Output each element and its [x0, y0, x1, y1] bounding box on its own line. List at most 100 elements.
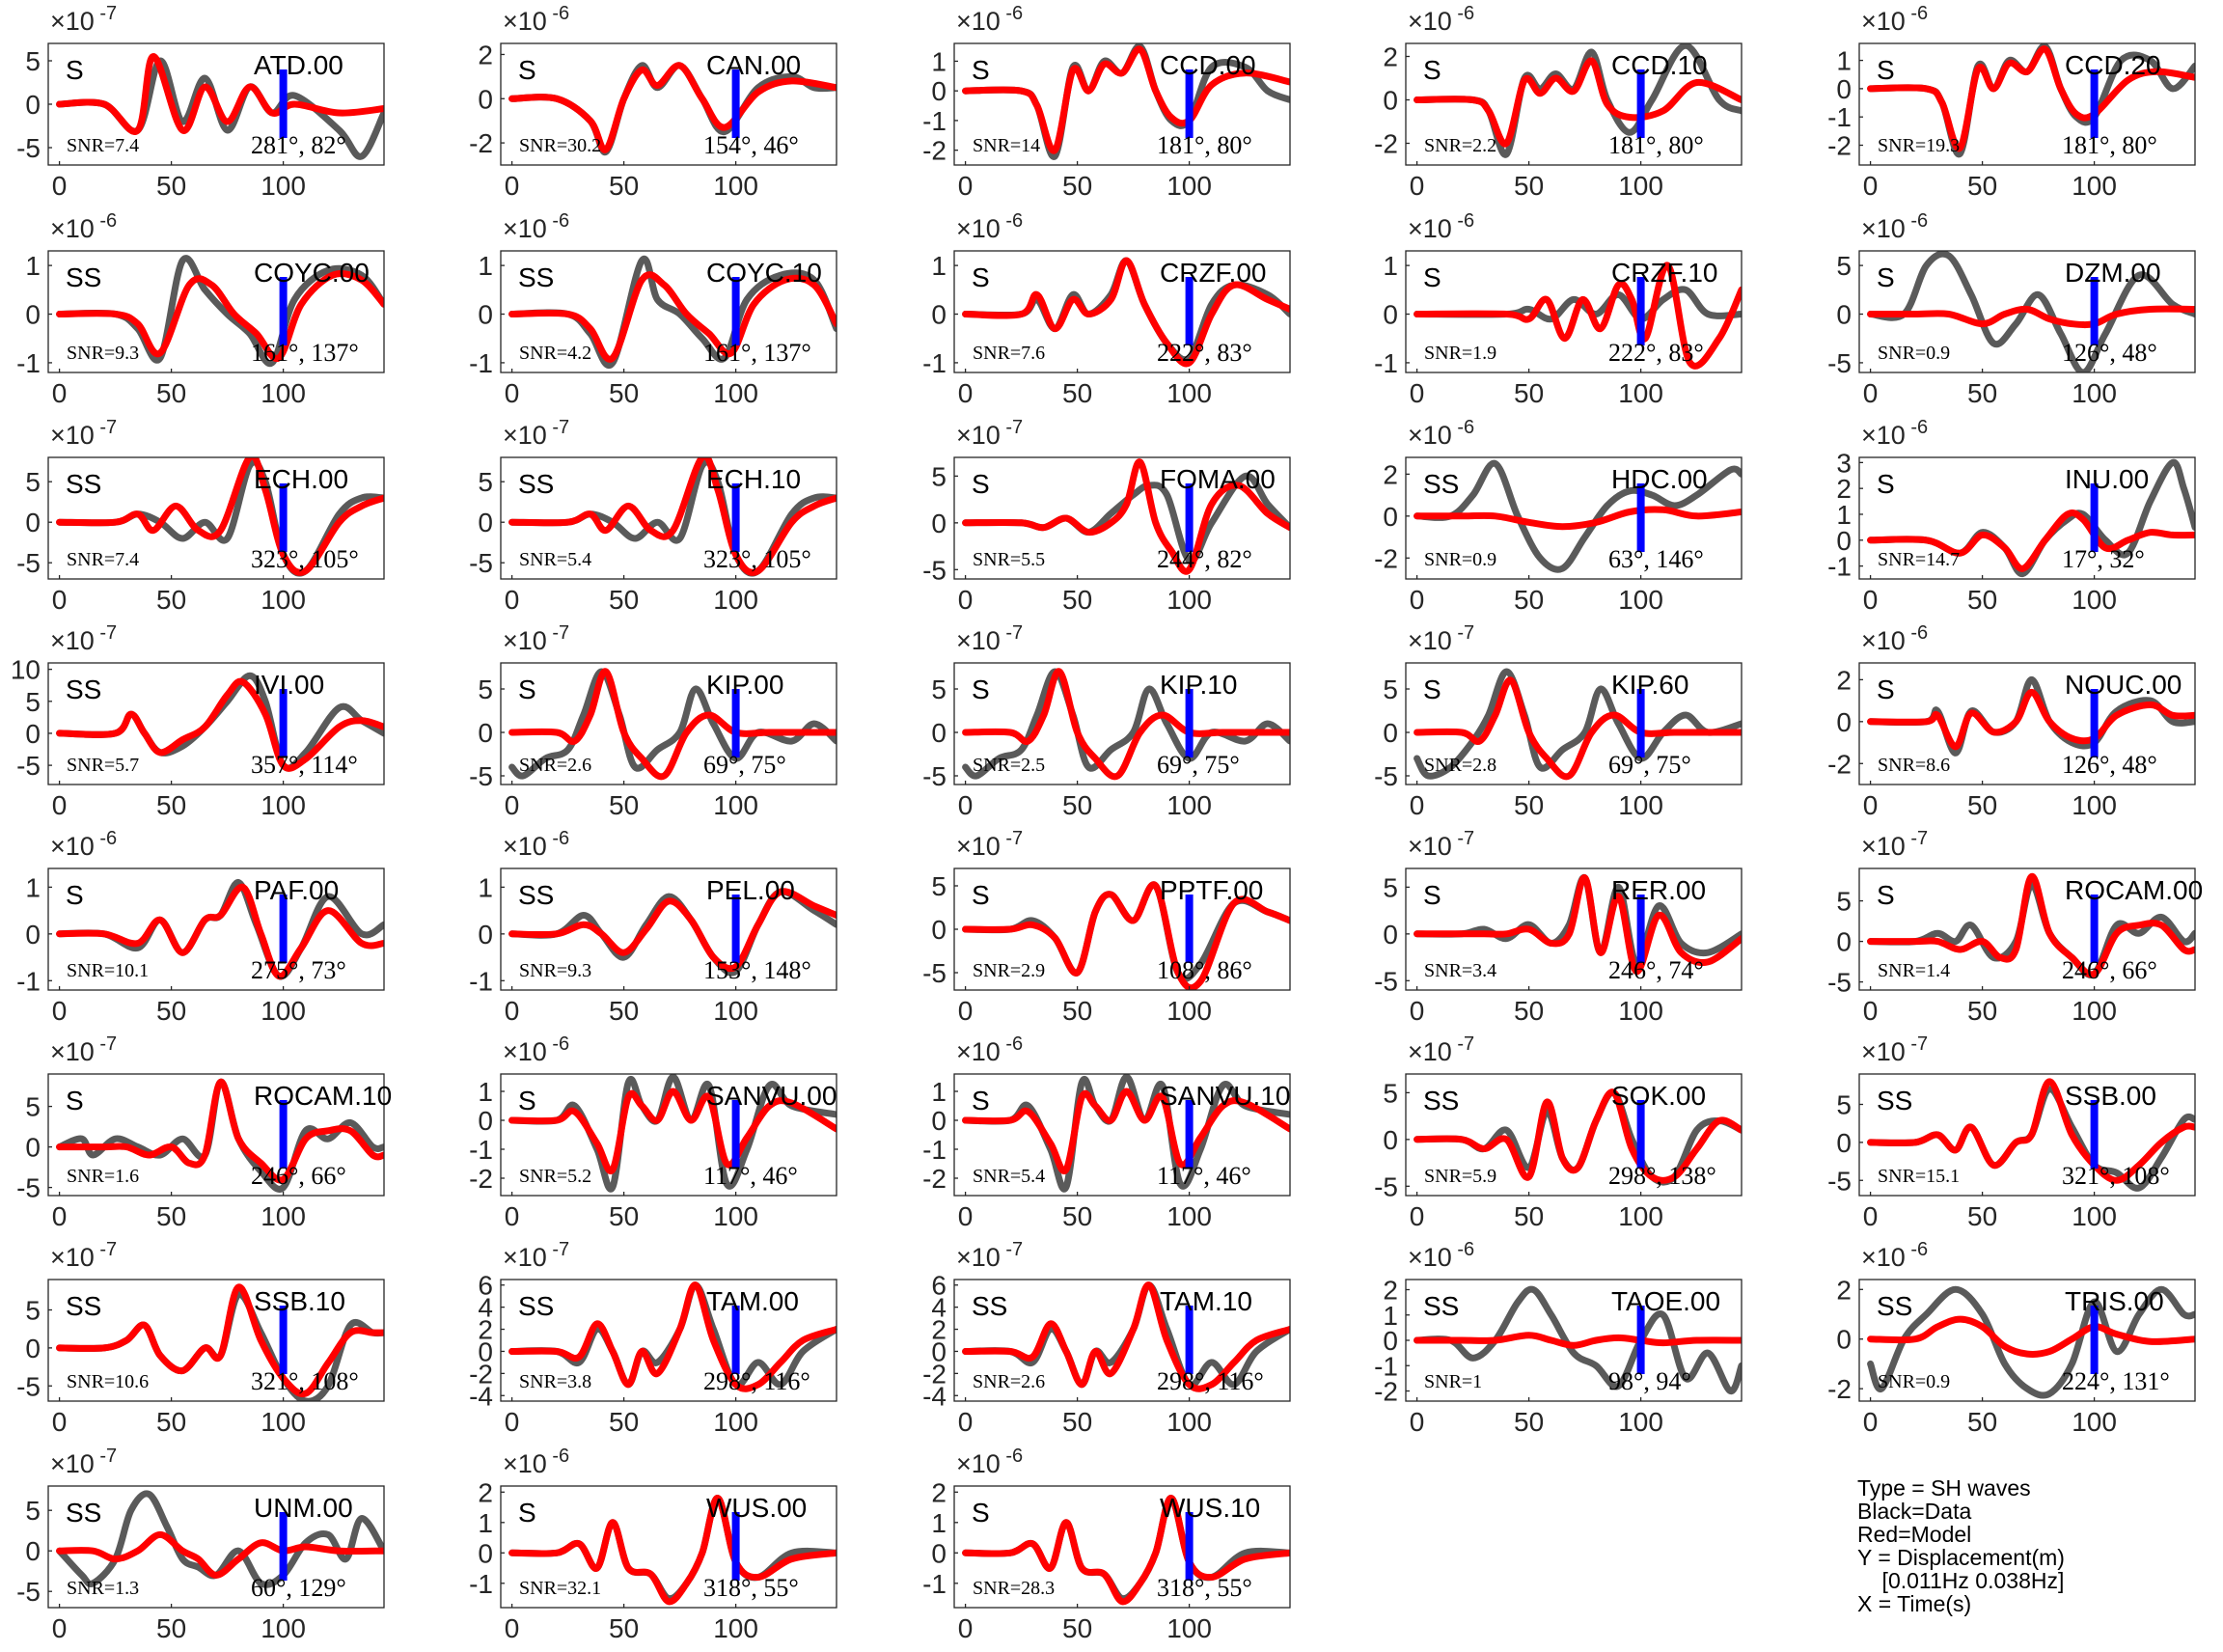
- phase-label: S: [1423, 675, 1441, 704]
- waveform-panel: 0 50 100 -5 0 5 ×10 -7 SS SSB.10 SNR=10.6 321°, 10…: [16, 1239, 385, 1437]
- y-scale-label: ×10 -6: [956, 210, 1023, 243]
- snr-label: SNR=0.9: [1878, 343, 1950, 364]
- y-tick-label: -1: [469, 1135, 493, 1165]
- phase-label: S: [1877, 675, 1895, 704]
- y-tick-label: -1: [922, 106, 947, 136]
- snr-label: SNR=15.1: [1878, 1166, 1960, 1187]
- angles-label: 117°, 46°: [1157, 1162, 1251, 1190]
- x-tick-label: 50: [609, 996, 639, 1026]
- x-tick-label: 50: [609, 1613, 639, 1643]
- snr-label: SNR=9.3: [67, 343, 139, 364]
- x-tick-label: 50: [1062, 378, 1092, 408]
- snr-label: SNR=5.2: [519, 1166, 591, 1187]
- y-scale-label: ×10 -7: [503, 417, 569, 450]
- angles-label: 281°, 82°: [251, 131, 346, 159]
- axes-box: [953, 250, 1291, 373]
- y-scale-label: ×10 -6: [1408, 210, 1474, 243]
- scale-base: ×10: [1861, 1037, 1906, 1066]
- model-trace: [56, 1283, 384, 1398]
- waveform-panel: 0 50 100 -2 0 2 ×10 -6 S CAN.00 SNR=30.2 154°, 46°: [469, 3, 837, 201]
- model-trace: [962, 668, 1290, 781]
- y-scale-label: ×10 -6: [503, 1033, 569, 1066]
- x-tick-label: 100: [261, 171, 306, 201]
- station-label: KIP.00: [706, 670, 783, 700]
- snr-label: SNR=3.4: [1424, 960, 1496, 981]
- scale-exponent: -6: [547, 1446, 569, 1467]
- snr-label: SNR=5.9: [1424, 1166, 1496, 1187]
- y-tick-label: -1: [922, 1569, 947, 1599]
- waveform-panel: 0 50 100 -2 0 2 ×10 -6 S NOUC.00 SNR=8.6 126°, 48°: [1827, 622, 2196, 820]
- angles-label: 108°, 86°: [1157, 956, 1252, 984]
- angles-label: 275°, 73°: [251, 956, 346, 984]
- x-tick-label: 50: [156, 171, 186, 201]
- scale-exponent: -7: [95, 1239, 117, 1260]
- y-tick-label: 5: [1836, 251, 1852, 281]
- y-tick-label: -2: [469, 128, 493, 158]
- y-tick-label: 0: [478, 920, 493, 950]
- data-trace: [56, 879, 384, 980]
- y-scale-label: ×10 -6: [1861, 1239, 1928, 1272]
- model-trace: [1867, 1078, 2195, 1184]
- angles-label: 222°, 83°: [1157, 339, 1252, 367]
- scale-exponent: -6: [547, 210, 569, 232]
- phase-label: S: [1877, 880, 1895, 910]
- legend-line-data: Black=Data: [1857, 1499, 1972, 1524]
- x-tick-label: 100: [713, 1407, 758, 1437]
- y-tick-label: 0: [1383, 300, 1398, 330]
- station-label: IVI.00: [254, 670, 324, 700]
- y-tick-label: -1: [469, 348, 493, 378]
- axes-box: [47, 456, 385, 580]
- scale-exponent: -7: [95, 3, 117, 24]
- y-tick-label: -5: [1827, 968, 1852, 998]
- axes-box: [47, 1073, 385, 1197]
- scale-base: ×10: [50, 1037, 95, 1066]
- y-scale-label: ×10 -7: [1408, 828, 1474, 861]
- axes-box: [1405, 250, 1743, 373]
- waveform-panel: 0 50 100 -5 0 5 ×10 -7 SS ECH.00 SNR=7.4 323°, 105…: [16, 417, 385, 615]
- y-tick-label: 5: [25, 46, 41, 76]
- y-tick-label: 0: [478, 1336, 493, 1366]
- y-tick-label: -5: [16, 1371, 41, 1401]
- model-trace: [508, 62, 837, 153]
- scale-base: ×10: [956, 1243, 1001, 1272]
- y-tick-label: -5: [469, 548, 493, 578]
- station-label: ECH.10: [706, 464, 801, 494]
- y-tick-label: -5: [16, 751, 41, 781]
- y-scale-label: ×10 -7: [1861, 1033, 1928, 1066]
- y-tick-label: -1: [1827, 102, 1852, 132]
- y-tick-label: -5: [16, 1173, 41, 1203]
- x-tick-label: 0: [1863, 1407, 1879, 1437]
- snr-label: SNR=2.5: [973, 755, 1045, 776]
- x-tick-label: 100: [1166, 1407, 1212, 1437]
- phase-label: SS: [1423, 1086, 1459, 1115]
- angles-label: 60°, 129°: [251, 1574, 346, 1602]
- phase-label: S: [66, 1086, 84, 1115]
- plot-area: [962, 257, 1290, 368]
- scale-base: ×10: [1861, 626, 1906, 655]
- y-tick-label: 1: [25, 251, 41, 281]
- station-label: TRIS.00: [2065, 1286, 2164, 1316]
- model-trace: [56, 1530, 384, 1579]
- model-trace: [962, 1281, 1290, 1392]
- x-tick-label: 100: [1166, 378, 1212, 408]
- angles-label: 246°, 74°: [1608, 956, 1704, 984]
- model-trace: [1413, 1332, 1742, 1349]
- y-tick-label: -1: [922, 1135, 947, 1165]
- scale-exponent: -7: [547, 1239, 569, 1260]
- snr-label: SNR=7.6: [973, 343, 1045, 364]
- phase-label: SS: [518, 262, 554, 292]
- y-tick-label: 1: [931, 1508, 947, 1538]
- station-label: SSB.10: [254, 1286, 345, 1316]
- y-tick-label: 2: [478, 40, 493, 69]
- x-tick-label: 100: [2072, 790, 2117, 820]
- scale-base: ×10: [956, 214, 1001, 243]
- station-label: WUS.10: [1160, 1493, 1260, 1523]
- x-tick-label: 50: [609, 171, 639, 201]
- x-tick-label: 0: [1863, 378, 1879, 408]
- x-tick-label: 100: [261, 996, 306, 1026]
- y-tick-label: -5: [1827, 348, 1852, 378]
- station-label: CCD.20: [2065, 50, 2161, 80]
- x-tick-label: 50: [1967, 790, 1997, 820]
- y-tick-label: -2: [922, 1164, 947, 1194]
- phase-label: S: [518, 55, 536, 85]
